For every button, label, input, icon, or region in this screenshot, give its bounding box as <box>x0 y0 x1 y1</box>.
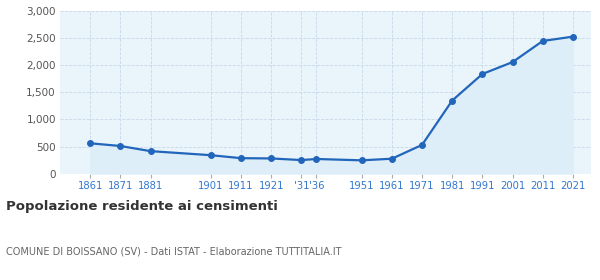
Text: Popolazione residente ai censimenti: Popolazione residente ai censimenti <box>6 200 278 213</box>
Text: COMUNE DI BOISSANO (SV) - Dati ISTAT - Elaborazione TUTTITALIA.IT: COMUNE DI BOISSANO (SV) - Dati ISTAT - E… <box>6 246 341 256</box>
